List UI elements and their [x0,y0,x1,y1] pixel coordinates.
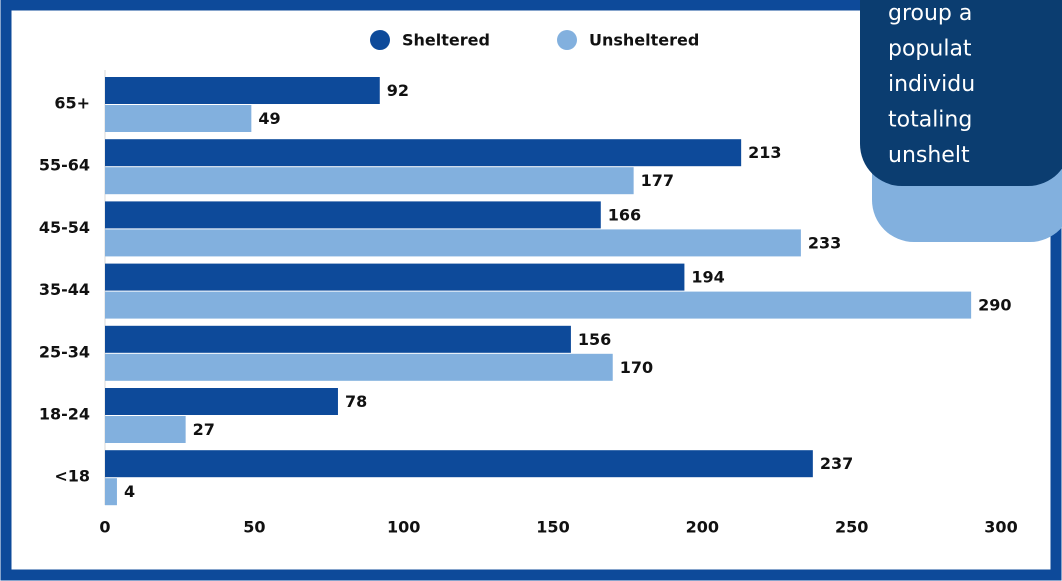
data-label: 237 [820,454,853,473]
bar [105,263,685,291]
legend-label: Sheltered [402,31,490,50]
legend-marker [370,30,390,50]
x-tick-label: 300 [984,518,1017,537]
x-tick-label: 250 [835,518,868,537]
bar [105,167,634,195]
data-label: 233 [808,233,841,252]
bar [105,325,571,353]
bar [105,416,186,443]
x-tick-label: 100 [387,518,420,537]
data-label: 194 [691,268,724,287]
y-tick-label: <18 [54,467,90,486]
callout-text: totaling [888,108,972,133]
callout-text: individu [888,72,975,97]
plot: 0 50 100 150 200 250 300 65+ 92 49 55-64 213 177 45-5… [39,30,1018,537]
callout-text: group a [888,1,972,26]
data-label: 213 [748,143,781,162]
data-label: 166 [608,205,641,224]
y-tick-label: 65+ [54,94,90,113]
y-tick-label: 18-24 [39,405,90,424]
data-label: 27 [193,420,215,439]
x-tick-label: 200 [686,518,719,537]
bar [105,291,972,319]
data-label: 290 [978,296,1011,315]
bar [105,478,117,506]
y-tick-label: 35-44 [39,280,90,299]
data-label: 92 [387,81,409,100]
bar [105,139,742,167]
data-label: 78 [345,392,367,411]
data-label: 4 [124,482,135,501]
data-label: 156 [578,330,611,349]
bar [105,201,601,229]
bar [105,353,613,381]
y-tick-label: 45-54 [39,218,90,237]
legend-label: Unsheltered [589,31,699,50]
bar [105,77,380,104]
y-tick-label: 25-34 [39,342,90,361]
x-tick-label: 150 [536,518,569,537]
bar [105,105,252,132]
y-tick-label: 55-64 [39,156,90,175]
callout: group a populat individu totaling unshelt [888,1,975,168]
bar [105,450,813,478]
bar [105,229,801,257]
data-label: 170 [620,358,653,377]
callout-text: populat [888,37,972,62]
callout-box [860,0,1062,186]
legend-marker [557,30,577,50]
data-label: 177 [641,171,674,190]
data-label: 49 [258,109,280,128]
bar [105,388,338,415]
callout-text: unshelt [888,143,970,168]
x-tick-label: 50 [243,518,265,537]
x-tick-label: 0 [99,518,110,537]
